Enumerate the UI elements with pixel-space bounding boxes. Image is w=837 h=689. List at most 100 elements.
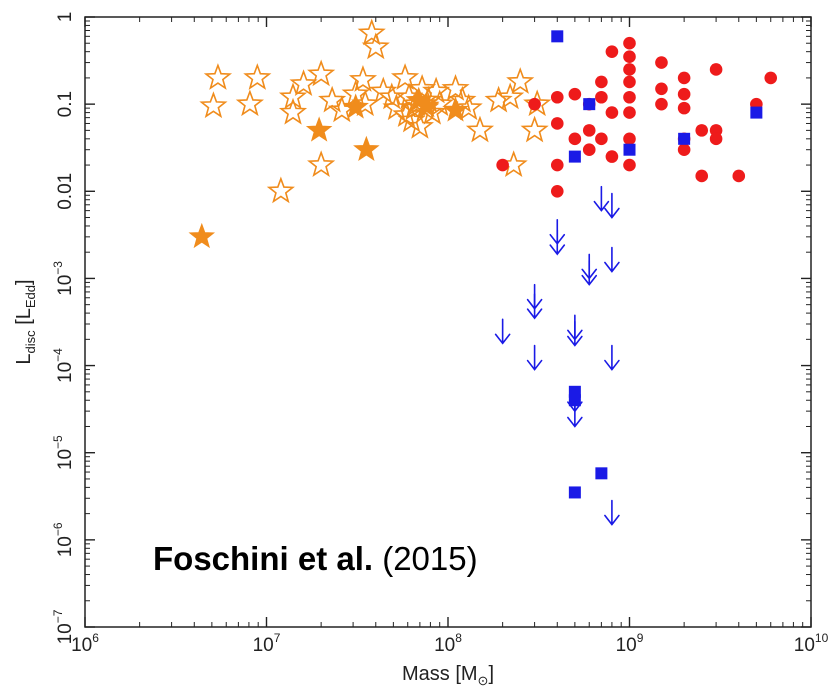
data-point-star-open [278, 97, 308, 125]
data-point-arrow-down [549, 229, 566, 256]
y-tick-label: 10−7 [51, 609, 76, 644]
data-point-circle [605, 45, 619, 58]
y-tick-label: 10−4 [51, 348, 76, 383]
data-point-star-open [235, 89, 264, 117]
data-point-star-open [425, 89, 454, 117]
data-point-circle [623, 36, 636, 50]
data-point-star-open [520, 115, 549, 143]
data-point-circle [677, 87, 691, 101]
data-point-star-open [266, 176, 295, 204]
data-point-star-open [390, 63, 420, 90]
data-point-arrow-down [526, 344, 543, 371]
data-point-circle [582, 143, 596, 157]
data-point-circle [595, 75, 608, 89]
data-point-circle [732, 169, 746, 183]
data-point-circle [623, 90, 636, 104]
data-point-circle [582, 124, 596, 137]
data-point-circle [677, 101, 691, 115]
axes: 106 107 108 109 1010 1 0.1 0.01 10−3 10−4 10−5 10−6… [51, 12, 829, 656]
data-point-star-open [392, 100, 421, 128]
data-point-circle [550, 184, 564, 198]
citation-authors: Foschini et al. [153, 540, 374, 577]
citation-year: (2015) [373, 540, 478, 577]
citation-annotation: Foschini et al. (2015) [153, 540, 478, 578]
data-point-circle [595, 132, 608, 146]
data-point-square [595, 467, 608, 480]
data-point-arrow-down [526, 293, 543, 320]
data-point-star-open [408, 73, 437, 101]
data-point-circle [568, 87, 582, 101]
x-tick-label: 109 [616, 631, 644, 656]
y-axis-label: Ldisc [LEdd] [13, 279, 38, 364]
data-point-star-open [243, 63, 272, 90]
data-point-circle [595, 90, 608, 104]
y-tick-label: 0.01 [55, 173, 76, 210]
data-point-star-open [506, 67, 535, 94]
data-point-star-open [307, 150, 336, 178]
data-point-arrow-down [604, 246, 620, 273]
data-point-circle [623, 132, 636, 146]
data-point-square [623, 143, 636, 156]
data-point-circle [655, 97, 668, 111]
data-point-circle [550, 117, 564, 130]
data-point-star-filled [305, 116, 333, 142]
data-point-star-open [369, 76, 398, 104]
data-point-star-open [465, 115, 495, 143]
data-point-square [678, 132, 691, 145]
x-axis-label: Mass [M⊙] [402, 663, 494, 688]
data-point-star-open [357, 18, 386, 46]
x-tick-label: 108 [434, 631, 462, 656]
data-point-arrow-down [581, 259, 598, 286]
data-point-star-open [278, 82, 308, 110]
data-point-star-open [327, 95, 356, 123]
data-point-circle [623, 158, 636, 172]
data-point-star-open [307, 59, 336, 87]
y-tick-label: 10−6 [51, 522, 76, 557]
data-point-arrow-down [604, 192, 620, 219]
data-point-star-open [496, 82, 525, 110]
data-point-star-filled [342, 93, 369, 119]
data-point-star-filled [413, 92, 440, 118]
data-point-circle [655, 56, 668, 69]
data-point-star-open [441, 73, 470, 101]
data-point-circle [605, 150, 619, 163]
y-tick-label: 10−3 [51, 261, 76, 296]
data-point-arrow-down [494, 318, 511, 345]
x-tick-label: 107 [253, 631, 281, 656]
data-point-circle [550, 158, 564, 172]
data-point-circle [623, 106, 636, 119]
data-point-star-open [348, 65, 378, 92]
data-point-circle [655, 82, 668, 96]
data-point-circle [764, 71, 778, 85]
data-point-arrow-down [604, 344, 620, 371]
data-point-arrow-down [604, 499, 620, 526]
data-point-arrow-down [567, 320, 583, 347]
data-point-circle [605, 106, 619, 119]
data-point-circle [677, 71, 691, 85]
data-point-star-filled [188, 222, 216, 249]
y-tick-label: 1 [55, 12, 76, 23]
data-point-star-open [422, 76, 451, 104]
x-tick-label: 1010 [794, 631, 829, 656]
data-point-circle [623, 63, 636, 76]
data-point-star-open [203, 63, 233, 90]
data-point-square [583, 98, 596, 111]
data-point-circle [695, 169, 709, 183]
data-point-square [551, 30, 564, 43]
data-point-square [750, 106, 763, 119]
data-point-star-open [199, 91, 228, 119]
data-point-square [568, 150, 581, 163]
data-point-star-open [484, 85, 513, 113]
data-point-arrow-down [593, 185, 610, 212]
data-point-circle [496, 158, 509, 172]
data-point-star-filled [353, 135, 380, 161]
x-tick-label: 106 [71, 631, 99, 656]
y-tick-label: 10−5 [51, 435, 76, 470]
data-point-star-open [289, 69, 318, 97]
data-point-circle [623, 75, 636, 89]
data-point-circle [677, 143, 691, 157]
data-point-circle [709, 63, 723, 76]
data-point-circle [695, 124, 709, 137]
data-point-star-filled [442, 96, 469, 122]
y-tick-label: 0.1 [55, 91, 76, 117]
